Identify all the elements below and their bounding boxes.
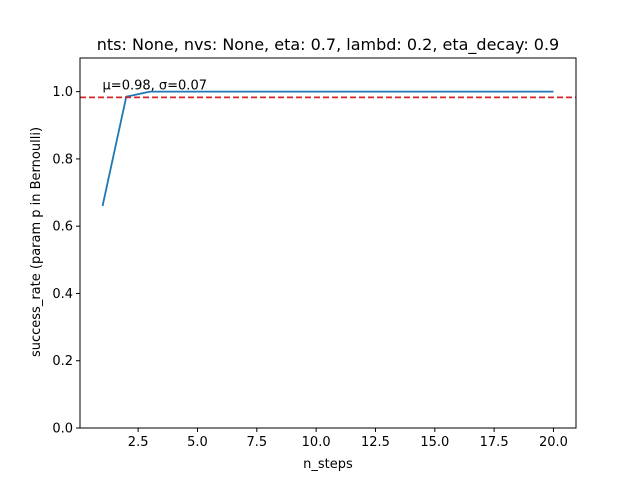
x-tick-label: 5.0 <box>187 435 208 450</box>
x-tick-label: 10.0 <box>302 435 331 450</box>
y-tick-label: 1.0 <box>52 85 73 100</box>
x-axis-label: n_steps <box>303 457 353 472</box>
y-tick-label: 0.4 <box>52 287 73 302</box>
x-tick-label: 12.5 <box>361 435 390 450</box>
series-line-0 <box>101 90 554 207</box>
x-tick-label: 17.5 <box>480 435 509 450</box>
axes-frame <box>79 57 577 429</box>
y-axis-label: success_rate (param p in Bernoulli) <box>29 127 44 357</box>
plot-area: μ=0.98, σ=0.07 2.5 5.0 7.5 10.0 12.5 15.0 17.5 2… <box>52 57 577 450</box>
x-tick-label: 20.0 <box>539 435 568 450</box>
stats-annotation: μ=0.98, σ=0.07 <box>103 79 207 94</box>
y-tick-label: 0.0 <box>52 422 73 437</box>
x-tick-label: 7.5 <box>246 435 267 450</box>
chart-title: nts: None, nvs: None, eta: 0.7, lambd: 0… <box>97 35 559 55</box>
x-tick-label: 15.0 <box>420 435 449 450</box>
y-tick-label: 0.2 <box>52 354 73 369</box>
y-tick-label: 0.8 <box>52 152 73 167</box>
x-tick-label: 2.5 <box>128 435 149 450</box>
y-tick-label: 0.6 <box>52 220 73 235</box>
